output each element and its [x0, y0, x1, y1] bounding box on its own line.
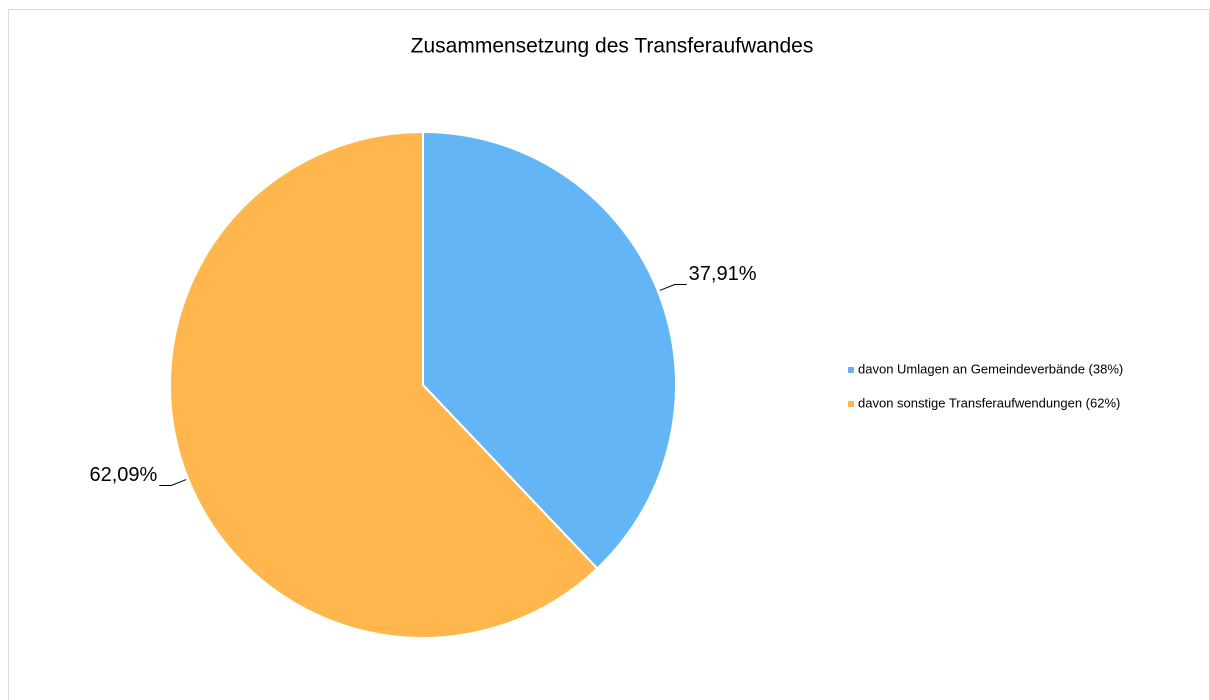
data-label: 37,91%	[689, 263, 757, 285]
legend-label: davon Umlagen an Gemeindeverbände (38%)	[858, 361, 1123, 376]
legend-marker	[848, 367, 854, 373]
chart-title: Zusammensetzung des Transferaufwandes	[411, 35, 814, 58]
pie-slice	[169, 130, 599, 639]
data-label: 62,09%	[89, 464, 157, 486]
pie-slice	[422, 130, 677, 570]
leader-line	[659, 284, 687, 291]
legend-marker	[848, 401, 854, 407]
leader-line	[159, 479, 187, 486]
legend-label: davon sonstige Transferaufwendungen (62%…	[858, 395, 1120, 410]
